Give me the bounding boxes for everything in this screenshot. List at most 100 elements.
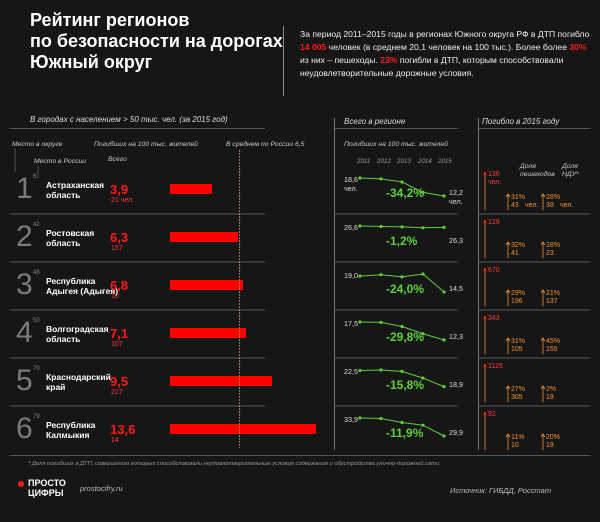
change-value: -1,2% bbox=[386, 234, 418, 248]
region-name-line: Астраханская bbox=[46, 180, 105, 190]
arrow-head-icon bbox=[540, 193, 546, 198]
ped-count: 196 bbox=[511, 298, 523, 305]
trend-point bbox=[442, 385, 446, 389]
trend-point bbox=[442, 194, 446, 198]
intro-part: За период 2011–2015 годы в регионах Южно… bbox=[300, 29, 590, 39]
trend-point bbox=[421, 272, 425, 276]
trend-point bbox=[358, 274, 362, 278]
ndu-share: 45% bbox=[546, 338, 561, 345]
source: Источник: ГИБДД, Росстат bbox=[450, 486, 552, 495]
rank-number: 2 bbox=[16, 220, 33, 253]
label-place-russia: Место в России bbox=[34, 158, 87, 165]
ndu-count: 19 bbox=[546, 442, 554, 449]
trend-start-value: 33,9 bbox=[344, 415, 358, 424]
ped-share: 31% bbox=[511, 338, 526, 345]
arrow-head-icon bbox=[482, 219, 488, 224]
arrow-head-icon bbox=[505, 289, 511, 294]
ndu-count: 19 bbox=[546, 394, 554, 401]
label-total: Всего bbox=[108, 156, 127, 163]
ndu-count: 23 bbox=[546, 250, 554, 257]
section-died-2015: Погибло в 2015 году bbox=[482, 117, 560, 126]
trend-point bbox=[421, 226, 425, 230]
ped-count: 41 bbox=[511, 250, 519, 257]
trend-point bbox=[442, 290, 446, 294]
arrow-head-icon bbox=[482, 171, 488, 176]
city-total: 107 bbox=[111, 341, 123, 348]
ped-count: 10 bbox=[511, 442, 519, 449]
city-total: 21 чел. bbox=[111, 197, 135, 204]
trend-point bbox=[421, 423, 425, 427]
trend-point bbox=[379, 177, 383, 181]
bar-mark bbox=[170, 232, 238, 242]
arrow-head-icon bbox=[482, 411, 488, 416]
ped-count: 43 bbox=[511, 202, 519, 209]
separator bbox=[334, 118, 335, 450]
year-label: 2013 bbox=[397, 158, 411, 165]
rate-value: 13,6 bbox=[110, 422, 136, 437]
year-label: 2012 bbox=[377, 158, 391, 165]
label-dead-per100k: Погибших на 100 тыс. жителей bbox=[94, 141, 198, 148]
trend-point bbox=[379, 368, 383, 372]
arrow-head-icon bbox=[482, 363, 488, 368]
arrow-head-icon bbox=[540, 385, 546, 390]
trend-point bbox=[358, 416, 362, 420]
trend-point bbox=[421, 190, 425, 194]
trend-point bbox=[358, 320, 362, 324]
separator bbox=[478, 118, 479, 450]
dead-count: 92 bbox=[488, 411, 496, 418]
divider bbox=[10, 455, 590, 456]
trend-unit: чел. bbox=[344, 184, 358, 193]
trend-line bbox=[359, 417, 445, 437]
region-name-line: Адыгея (Адыгея) bbox=[46, 286, 119, 296]
trend-line bbox=[359, 321, 445, 341]
intro-highlight: 30% bbox=[569, 42, 587, 52]
change-value: -11,9% bbox=[386, 426, 424, 440]
ped-unit: чел. bbox=[525, 202, 539, 209]
ndu-share: 18% bbox=[546, 242, 561, 249]
label-russia-avg: В среднем по России 6,5 bbox=[226, 141, 305, 148]
arrow-head-icon bbox=[505, 385, 511, 390]
region-name-line: область bbox=[46, 238, 81, 248]
rank-number: 1 bbox=[16, 172, 33, 205]
city-total: 157 bbox=[111, 245, 123, 252]
title-line: Рейтинг регионов bbox=[30, 10, 190, 30]
city-total: 10 bbox=[111, 293, 119, 300]
ndu-count: 38 bbox=[546, 202, 554, 209]
arrow-head-icon bbox=[540, 337, 546, 342]
change-value: -15,8% bbox=[386, 378, 425, 392]
trend-point bbox=[400, 324, 404, 329]
rate-value: 6,3 bbox=[110, 230, 129, 245]
trend-end-value: 29,9 bbox=[449, 428, 463, 437]
rank-number: 5 bbox=[16, 364, 33, 397]
ndu-count: 137 bbox=[546, 298, 558, 305]
change-value: -34,2% bbox=[386, 186, 425, 200]
rank-number: 4 bbox=[16, 316, 33, 349]
russia-rank: 79 bbox=[33, 414, 40, 420]
arrow-head-icon bbox=[482, 267, 488, 272]
trend-point bbox=[442, 434, 446, 438]
city-total: 14 bbox=[111, 437, 119, 444]
change-value: -24,0% bbox=[386, 282, 425, 296]
russia-rank: 6 bbox=[33, 174, 37, 180]
trend-point bbox=[421, 376, 425, 380]
ndu-share: 2% bbox=[546, 386, 557, 393]
russia-rank: 48 bbox=[33, 270, 40, 276]
intro-part: погибли в ДТП, которым способствовали не… bbox=[300, 55, 564, 78]
arrow-head-icon bbox=[540, 289, 546, 294]
trend-point bbox=[442, 338, 446, 342]
trend-start-value: 18,6 bbox=[344, 175, 358, 184]
region-name-line: край bbox=[46, 382, 66, 392]
logo-line: ЦИФРЫ bbox=[28, 488, 64, 498]
logo-dot-icon bbox=[18, 481, 24, 487]
year-label: 2015 bbox=[438, 158, 452, 165]
dead-count: 129 bbox=[488, 219, 500, 226]
bar-mark bbox=[170, 424, 316, 434]
trend-point bbox=[400, 275, 404, 279]
ndu-share: 20% bbox=[546, 434, 561, 441]
title-line: Южный округ bbox=[30, 52, 153, 72]
divider bbox=[478, 128, 590, 129]
trend-point bbox=[400, 369, 404, 373]
site-link[interactable]: prostocifry.ru bbox=[80, 484, 123, 493]
region-name-line: область bbox=[46, 334, 81, 344]
